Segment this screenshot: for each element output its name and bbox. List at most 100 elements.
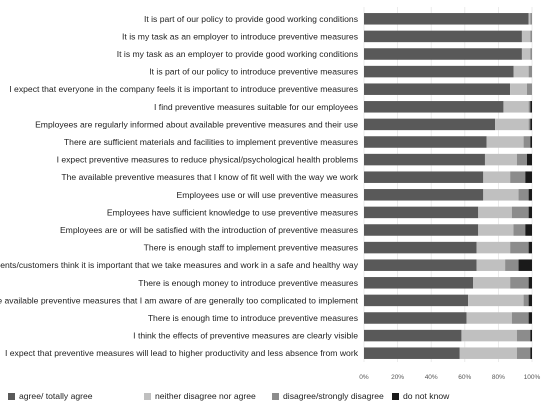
bar-segment	[523, 136, 531, 148]
bar-segment	[486, 136, 524, 148]
category-label: I find preventive measures suitable for …	[154, 102, 358, 112]
category-label: There is enough money to introduce preve…	[138, 278, 358, 288]
bar-segment	[483, 171, 511, 183]
bar-segment	[364, 136, 487, 148]
x-tick-label: 100%	[524, 374, 541, 381]
legend-label: agree/ totally agree	[19, 391, 93, 401]
bar-segment	[530, 329, 532, 342]
legend-swatch	[144, 393, 151, 400]
category-label: The available preventive measures that I…	[0, 295, 359, 305]
bar-segment	[478, 224, 514, 236]
bar-segment	[364, 294, 469, 307]
legend: agree/ totally agree neither disagree nor…	[8, 391, 450, 401]
bar-segment	[478, 206, 512, 219]
bar-segment	[530, 118, 532, 131]
bar-segment	[364, 13, 529, 25]
bar-segment	[516, 347, 531, 359]
category-label: Our clients/customers think it is import…	[0, 260, 359, 270]
category-label: It is my task as an employer to introduc…	[122, 31, 358, 41]
x-tick-label: 40%	[425, 374, 438, 381]
bar-segment	[528, 294, 532, 307]
x-tick-labels: 0% 20% 40% 60% 80% 100%	[359, 374, 540, 381]
bar-segment	[518, 189, 529, 201]
category-label: It is part of our policy to provide good…	[144, 14, 358, 24]
bar-segment	[525, 224, 532, 236]
category-label: I expect preventive measures to reduce p…	[57, 155, 358, 165]
bar-segment	[516, 329, 531, 342]
bar-segment	[364, 48, 522, 60]
category-label: It is my task as an employer to provide …	[117, 49, 358, 59]
bar-segment	[528, 312, 532, 324]
x-tick-label: 20%	[391, 374, 404, 381]
gridlines	[363, 7, 533, 362]
bar-segment	[364, 30, 522, 43]
bar-segment	[528, 101, 531, 113]
category-label: Employees are or will be satisfied with …	[60, 225, 358, 235]
bar-segment	[528, 13, 531, 25]
bar-segment	[510, 171, 526, 183]
bar-segment	[495, 118, 529, 131]
category-label: Employees have sufficient knowledge to u…	[107, 207, 358, 217]
bar-segment	[364, 189, 484, 201]
bar-segment	[523, 294, 529, 307]
bar-segment	[530, 48, 532, 60]
bar-segment	[511, 206, 529, 219]
bar-segment	[364, 153, 485, 166]
bar-segment	[505, 259, 519, 271]
bar-segment	[364, 241, 477, 254]
bar-segment	[364, 83, 511, 95]
bar-segment	[525, 171, 532, 183]
bars-group	[364, 13, 532, 359]
bar-segment	[530, 30, 532, 43]
legend-swatch	[8, 393, 15, 400]
bar-segment	[528, 241, 532, 254]
bar-segment	[510, 83, 527, 95]
bar-segment	[364, 259, 477, 271]
category-label: I think the effects of preventive measur…	[133, 331, 358, 341]
bar-segment	[364, 206, 479, 219]
category-label: The available preventive measures that I…	[61, 172, 358, 182]
bar-segment	[483, 189, 519, 201]
bar-segment	[513, 224, 526, 236]
category-label: I expect that preventive measures will l…	[5, 348, 359, 358]
bar-segment	[526, 83, 532, 95]
bar-segment	[364, 224, 479, 236]
bar-segment	[521, 30, 531, 43]
category-label: I expect that everyone in the company fe…	[9, 84, 358, 94]
bar-segment	[513, 65, 529, 78]
category-label: It is part of our policy to introduce pr…	[149, 67, 358, 77]
bar-segment	[364, 118, 496, 131]
bar-segment	[518, 259, 532, 271]
bar-segment	[528, 189, 532, 201]
bar-segment	[364, 65, 514, 78]
legend-label: do not know	[403, 391, 450, 401]
x-tick-label: 0%	[359, 374, 369, 381]
bar-segment	[510, 241, 529, 254]
bar-segment	[473, 277, 511, 289]
category-label: Employees are regularly informed about a…	[35, 119, 358, 129]
bar-segment	[530, 13, 532, 25]
x-tick-label: 60%	[458, 374, 471, 381]
bar-segment	[364, 312, 467, 324]
bar-segment	[364, 171, 484, 183]
bar-segment	[364, 277, 474, 289]
category-label: There are sufficient materials and facil…	[64, 137, 358, 147]
bar-segment	[528, 206, 532, 219]
bar-segment	[521, 48, 531, 60]
legend-swatch	[392, 393, 399, 400]
category-label: Employees use or will use preventive mea…	[176, 190, 358, 200]
x-tick-label: 80%	[492, 374, 505, 381]
bar-segment	[466, 312, 512, 324]
category-labels: It is part of our policy to provide good…	[0, 14, 359, 358]
legend-label: disagree/strongly disagree	[283, 391, 384, 401]
category-label: There is enough time to introduce preven…	[148, 313, 358, 323]
bar-segment	[530, 136, 532, 148]
bar-segment	[484, 153, 517, 166]
bar-segment	[528, 277, 532, 289]
bar-segment	[459, 347, 517, 359]
legend-swatch	[272, 393, 279, 400]
bar-segment	[364, 101, 504, 113]
bar-segment	[364, 329, 462, 342]
bar-segment	[503, 101, 529, 113]
